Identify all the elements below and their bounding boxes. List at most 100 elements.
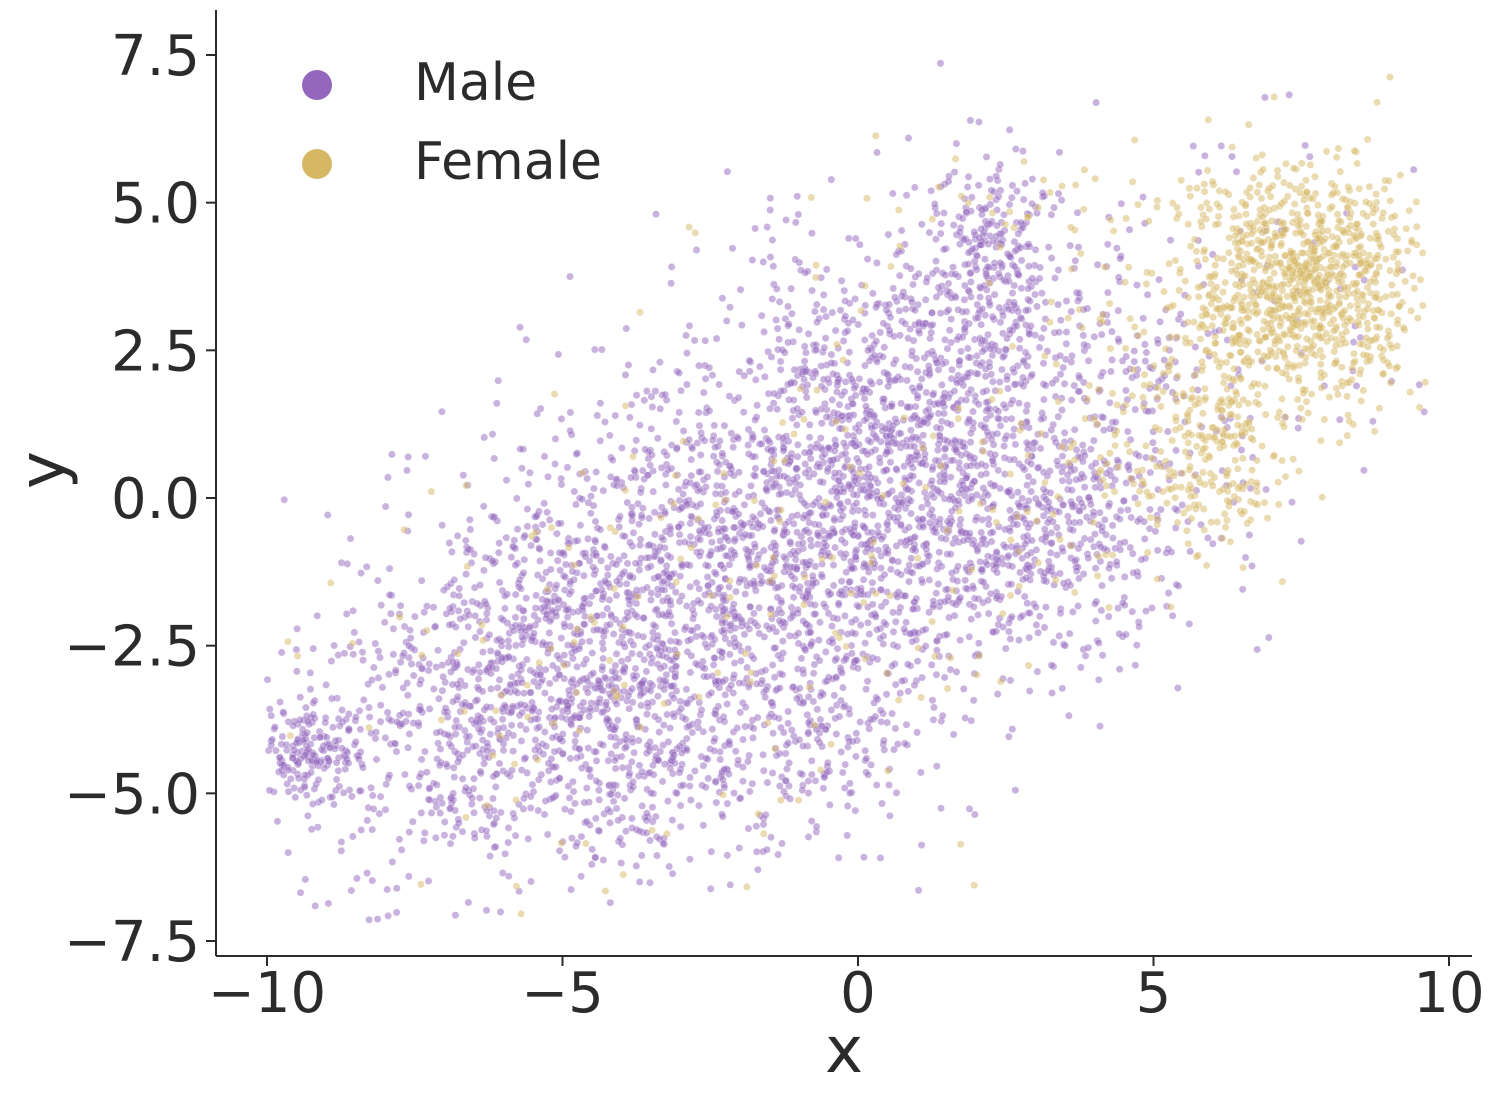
scatter-point-male xyxy=(553,556,562,565)
scatter-point-male xyxy=(1055,148,1064,157)
scatter-point-male xyxy=(1040,623,1049,632)
scatter-point-male xyxy=(1039,468,1048,477)
scatter-point-male xyxy=(789,396,798,404)
scatter-point-male xyxy=(794,547,803,556)
scatter-point-male xyxy=(712,570,720,578)
scatter-point-male xyxy=(822,312,830,321)
scatter-point-male xyxy=(765,507,774,516)
scatter-point-male xyxy=(862,402,870,411)
scatter-point-male xyxy=(710,737,718,746)
scatter-point-male xyxy=(739,763,747,772)
scatter-point-male xyxy=(656,404,665,413)
scatter-point-male xyxy=(863,450,872,459)
scatter-point-male xyxy=(967,277,975,286)
scatter-point-male xyxy=(708,725,717,733)
scatter-point-male xyxy=(977,225,985,233)
scatter-point-male xyxy=(1156,317,1164,326)
scatter-point-male xyxy=(1000,453,1009,462)
scatter-point-male xyxy=(808,572,817,580)
scatter-point-male xyxy=(950,436,959,445)
scatter-point-male xyxy=(880,343,889,352)
scatter-point-male xyxy=(404,743,412,752)
scatter-point-male xyxy=(710,746,719,755)
scatter-point-male xyxy=(741,722,750,731)
scatter-point-male xyxy=(751,375,760,384)
scatter-point-male xyxy=(849,439,858,448)
scatter-point-male xyxy=(845,348,854,357)
scatter-point-male xyxy=(397,846,406,854)
scatter-point-male xyxy=(925,576,934,584)
scatter-point-male xyxy=(649,365,657,374)
scatter-point-male xyxy=(345,786,354,794)
scatter-point-male xyxy=(617,657,626,666)
scatter-point-male xyxy=(1040,395,1048,404)
scatter-point-male xyxy=(908,351,916,360)
scatter-point-male xyxy=(627,757,636,766)
scatter-point-male xyxy=(731,551,739,559)
scatter-point-male xyxy=(711,443,719,452)
scatter-point-male xyxy=(947,293,956,302)
scatter-point-male xyxy=(580,620,588,629)
scatter-point-male xyxy=(359,656,367,665)
scatter-point-male xyxy=(606,620,614,629)
scatter-point-male xyxy=(589,669,598,678)
scatter-point-male xyxy=(313,611,322,620)
scatter-point-male xyxy=(745,625,754,633)
scatter-point-male xyxy=(1025,633,1033,642)
scatter-point-male xyxy=(671,628,679,637)
scatter-point-male xyxy=(789,519,798,528)
scatter-point-male xyxy=(1023,362,1032,370)
scatter-point-male xyxy=(820,539,828,547)
scatter-point-male xyxy=(346,534,355,543)
scatter-point-male xyxy=(907,414,916,423)
scatter-point-male xyxy=(566,719,575,728)
scatter-point-male xyxy=(493,648,502,657)
scatter-point-male xyxy=(403,466,411,475)
scatter-point-male xyxy=(1068,500,1077,509)
scatter-point-male xyxy=(566,272,574,281)
scatter-point-male xyxy=(622,579,631,588)
scatter-point-male xyxy=(816,477,825,486)
scatter-point-male xyxy=(1049,638,1058,647)
scatter-point-male xyxy=(699,821,708,830)
scatter-point-male xyxy=(992,594,1001,603)
scatter-point-male xyxy=(904,687,913,696)
scatter-point-male xyxy=(712,798,721,807)
scatter-point-male xyxy=(656,747,665,756)
scatter-point-male xyxy=(860,394,869,403)
scatter-point-male xyxy=(1059,579,1068,588)
scatter-point-male xyxy=(915,319,923,328)
scatter-point-male xyxy=(725,684,733,693)
scatter-point-male xyxy=(877,602,886,611)
scatter-point-male xyxy=(748,256,757,264)
scatter-point-male xyxy=(891,355,900,364)
scatter-point-male xyxy=(1033,302,1041,311)
scatter-point-male xyxy=(635,827,644,835)
scatter-point-male xyxy=(789,682,798,691)
scatter-point-male xyxy=(806,557,815,566)
scatter-point-male xyxy=(703,573,712,581)
scatter-point-male xyxy=(967,716,976,725)
scatter-point-male xyxy=(1077,499,1086,507)
scatter-point-male xyxy=(902,720,911,729)
scatter-point-male xyxy=(619,666,627,675)
scatter-point-male xyxy=(891,724,900,733)
scatter-point-male xyxy=(960,295,969,304)
scatter-point-male xyxy=(486,852,494,860)
scatter-point-male xyxy=(327,694,336,703)
scatter-point-male xyxy=(815,636,823,644)
scatter-point-male xyxy=(548,794,557,802)
scatter-point-male xyxy=(286,775,295,783)
scatter-point-male xyxy=(601,418,609,426)
scatter-point-male xyxy=(807,542,816,550)
scatter-point-male xyxy=(710,635,719,644)
scatter-point-male xyxy=(558,707,567,715)
scatter-point-male xyxy=(706,884,715,893)
scatter-point-male xyxy=(940,452,949,461)
scatter-point-male xyxy=(816,434,825,442)
scatter-point-male xyxy=(795,735,804,744)
scatter-point-male xyxy=(500,701,509,710)
scatter-point-male xyxy=(492,399,501,408)
scatter-point-male xyxy=(832,701,841,710)
scatter-point-male xyxy=(377,601,386,610)
